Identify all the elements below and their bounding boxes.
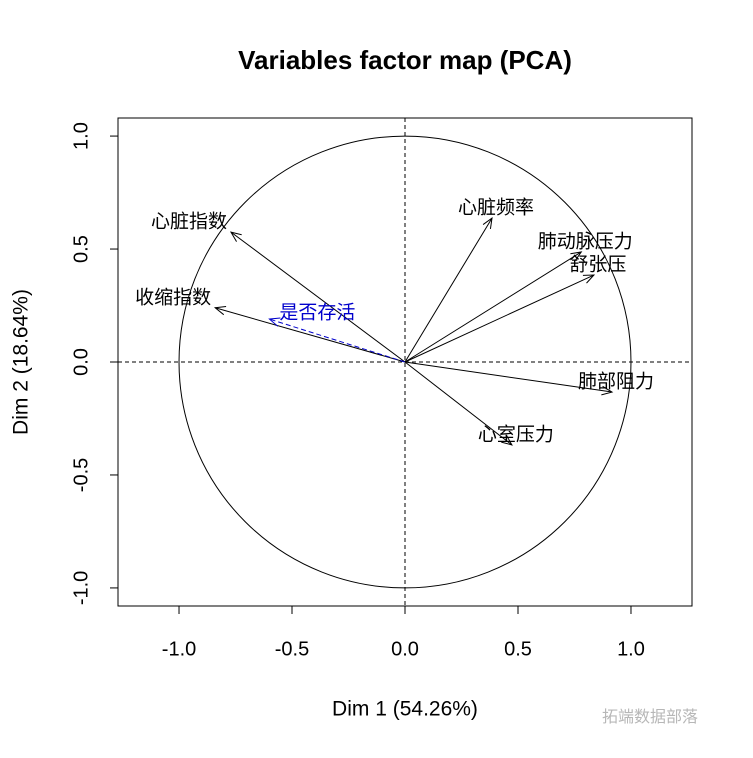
variable-arrow: 心脏指数 — [151, 211, 406, 363]
arrow-head — [213, 305, 227, 316]
x-tick-label: -1.0 — [162, 638, 196, 660]
variable-label: 舒张压 — [569, 254, 626, 276]
chart-title: Variables factor map (PCA) — [238, 45, 572, 75]
arrow-shaft — [404, 217, 493, 363]
variable-arrow: 心室压力 — [404, 361, 554, 446]
arrow-shaft — [404, 251, 582, 363]
arrow-head — [570, 251, 583, 262]
variable-label: 收缩指数 — [135, 286, 211, 308]
variable-arrow: 肺部阻力 — [404, 361, 654, 396]
y-tick-label: 0.5 — [70, 235, 92, 263]
variable-label: 心室压力 — [478, 423, 554, 445]
variable-label: 心脏指数 — [151, 211, 227, 233]
arrow-head — [229, 231, 242, 242]
variable-arrow: 肺动脉压力 — [404, 230, 633, 363]
variable-arrow: 舒张压 — [404, 254, 626, 363]
arrow-shaft — [404, 274, 595, 363]
y-tick-label: 0.0 — [70, 348, 92, 376]
variable-arrow: 是否存活 — [268, 302, 406, 363]
variable-label: 肺部阻力 — [578, 371, 654, 393]
variable-arrow: 心脏频率 — [404, 197, 534, 363]
watermark: 拓端数据部落 — [602, 708, 698, 726]
y-tick-label: -1.0 — [70, 571, 92, 605]
variable-label: 心脏频率 — [458, 197, 534, 219]
arrow-shaft — [404, 361, 513, 446]
x-tick-label: 0.0 — [391, 638, 419, 660]
variable-arrow: 收缩指数 — [135, 286, 406, 363]
arrow-shaft — [404, 361, 613, 393]
arrow-head — [268, 317, 281, 327]
arrow-shaft — [230, 231, 406, 363]
arrow-head — [482, 216, 493, 230]
y-tick-label: -0.5 — [70, 458, 92, 492]
x-tick-label: 1.0 — [617, 638, 645, 660]
x-axis-label: Dim 1 (54.26%) — [332, 698, 478, 721]
arrow-head — [501, 435, 513, 446]
variable-label: 是否存活 — [279, 302, 355, 324]
variable-label: 肺动脉压力 — [538, 230, 633, 252]
arrow-head — [582, 274, 596, 284]
unit-circle — [178, 135, 632, 589]
y-tick-label: 1.0 — [70, 122, 92, 150]
arrow-head — [601, 385, 614, 396]
x-tick-label: 0.5 — [504, 638, 532, 660]
x-tick-label: -0.5 — [275, 638, 309, 660]
y-axis-label: Dim 2 (18.64%) — [10, 289, 33, 435]
arrow-shaft — [215, 307, 406, 363]
